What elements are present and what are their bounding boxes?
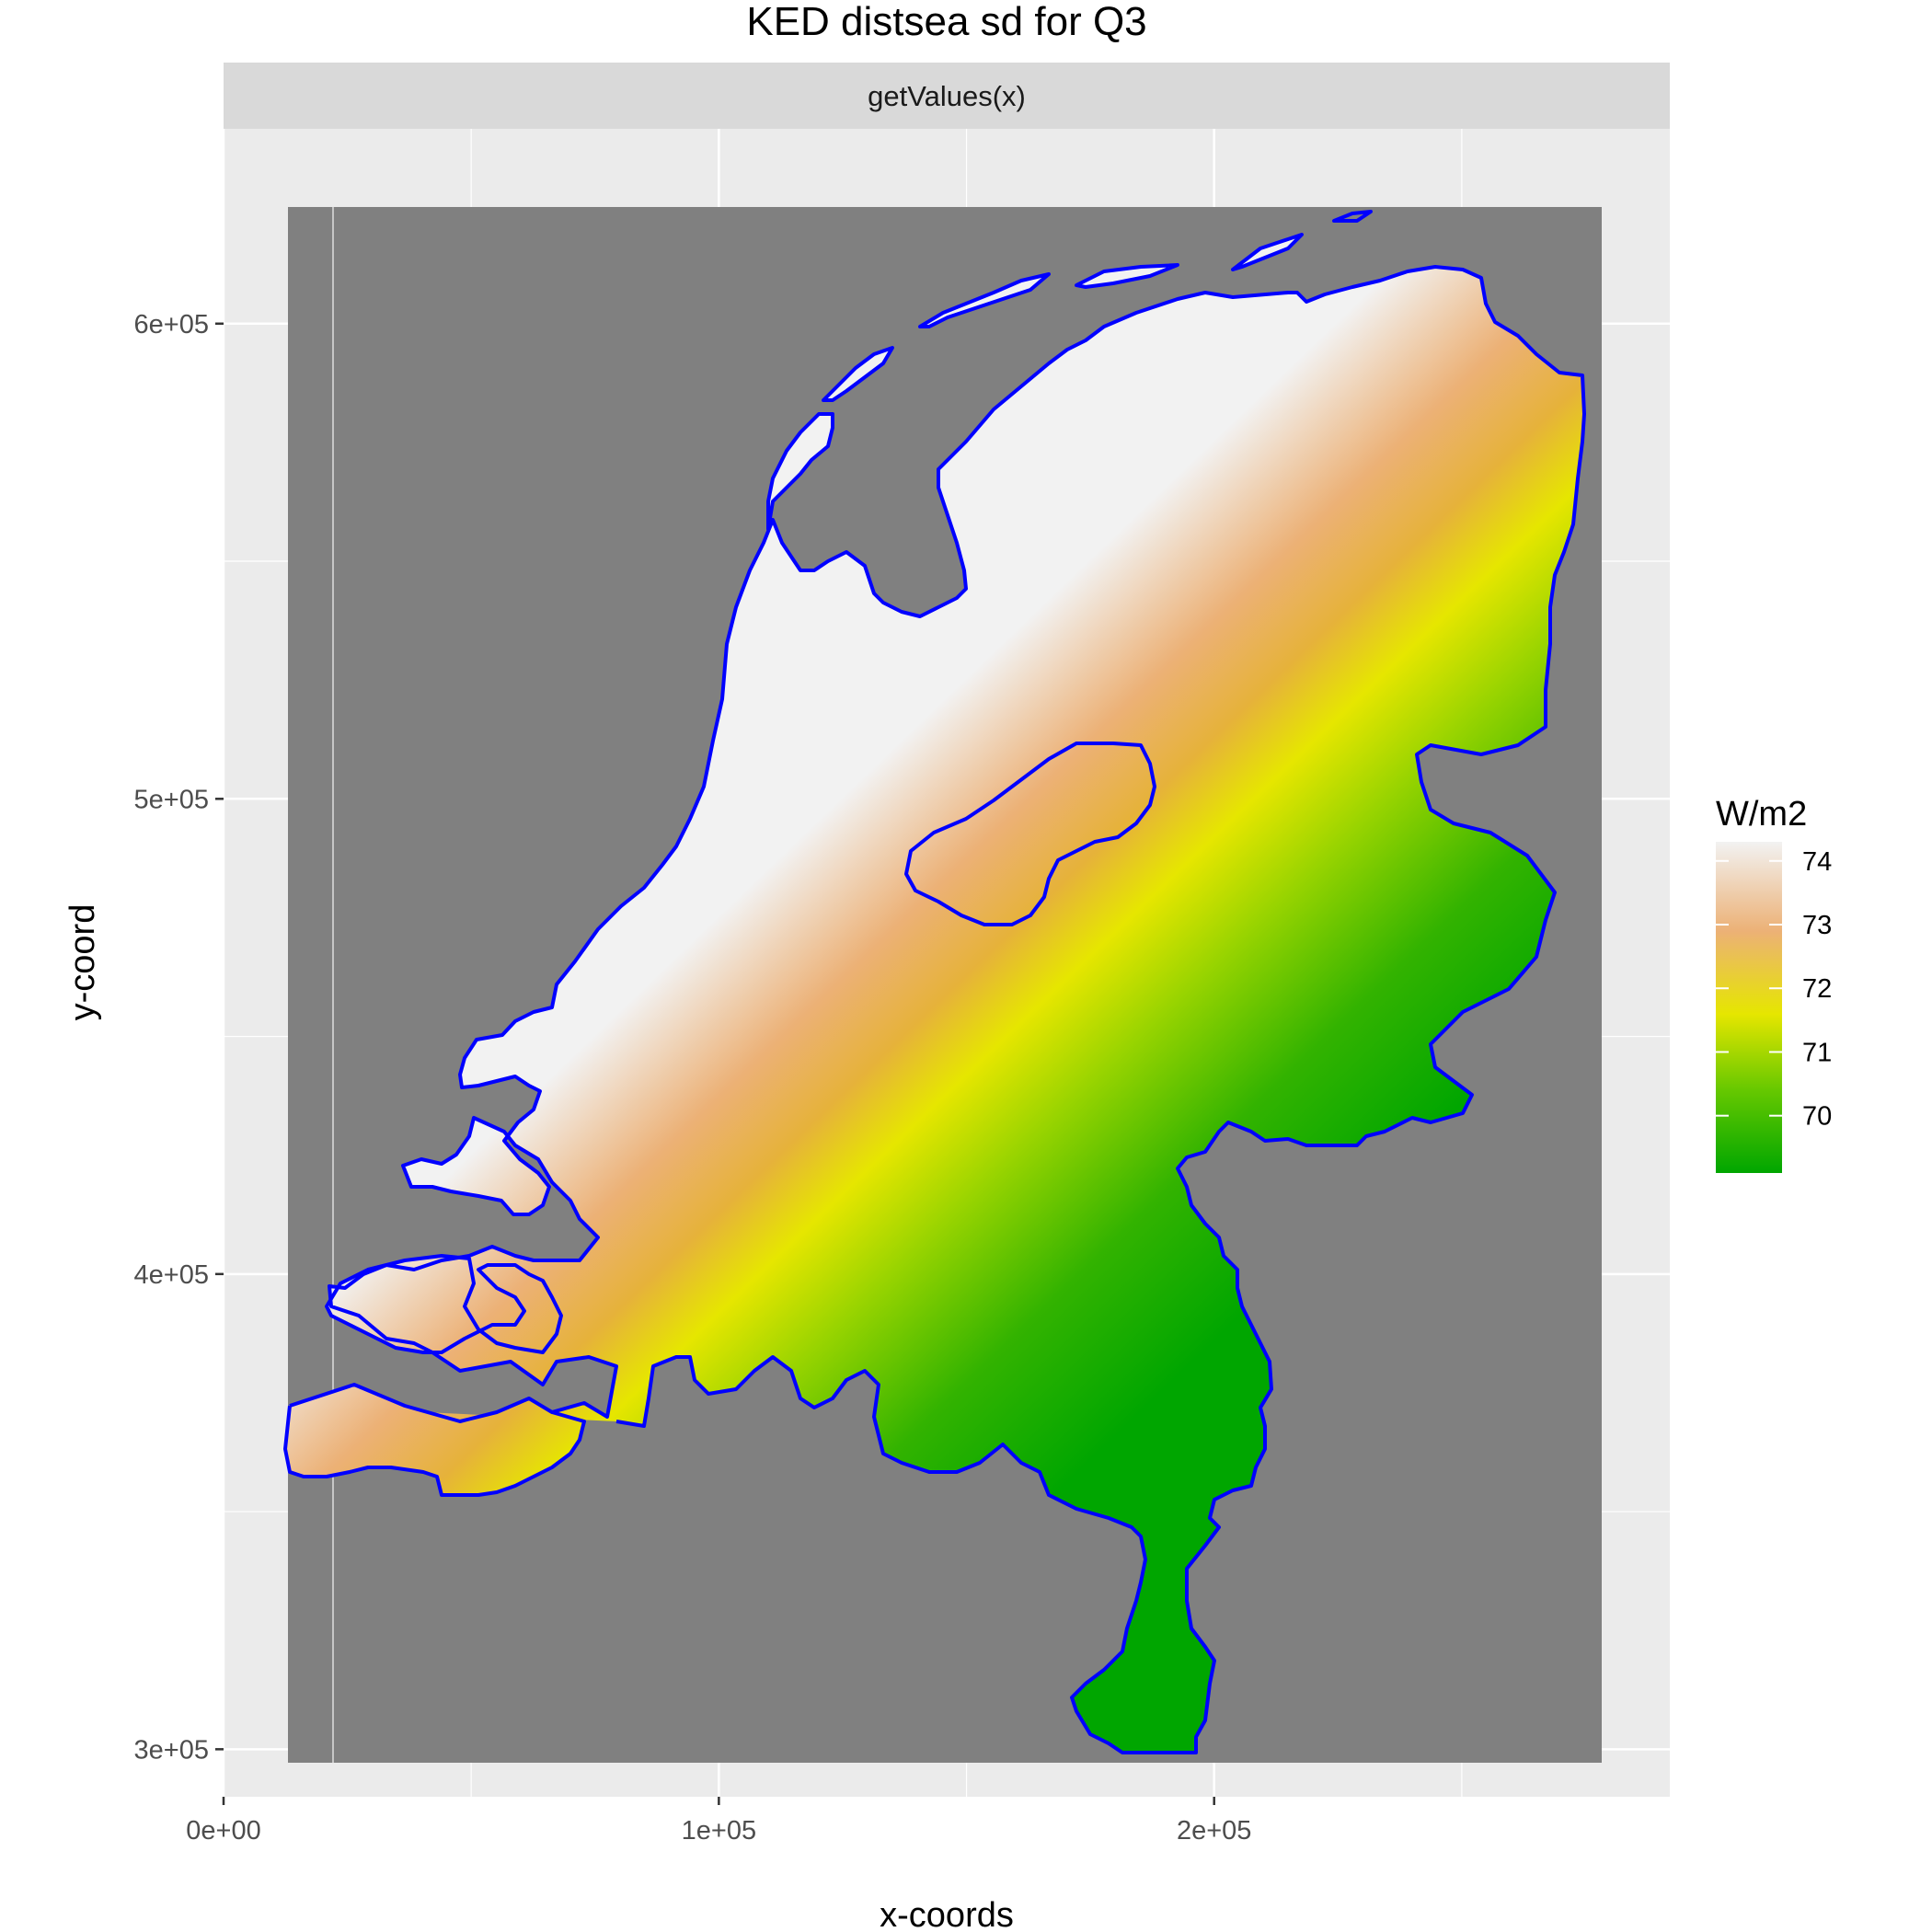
flevoland-outline [904,742,1156,926]
legend-tick-label: 73 [1802,911,1832,940]
x-axis-title: x-coords [880,1896,1014,1932]
schiermonnikoog-fill [1233,235,1302,270]
texel-outline [766,412,834,531]
facet-strip [224,63,1670,129]
legend-ticks: 74 73 72 71 70 [1716,847,1832,1132]
ameland-outline [1075,263,1179,289]
facet-strip-label: getValues(x) [868,80,1026,112]
boundary-outlines [283,210,1586,1754]
flevoland-fill [906,743,1155,925]
value-field [285,235,1584,1753]
vlieland-outline [822,346,894,402]
x-tick-label: 0e+00 [186,1816,260,1846]
northeast-islet-outline [1332,210,1373,223]
zeeland-islands-fill [327,1256,561,1352]
y-axis-title: y-coord [63,904,102,1021]
ameland-fill [1076,265,1178,287]
zeeland-south-fill [285,1385,584,1495]
y-tick-label: 6e+05 [134,310,209,339]
schiermonnikoog-outline [1231,233,1304,271]
mainland-outline [289,265,1586,1754]
legend-tick-label: 71 [1802,1038,1832,1067]
legend-tick-label: 72 [1802,974,1832,1004]
terschelling-fill [920,274,1049,327]
y-tick-label: 3e+05 [134,1735,209,1765]
y-tick-label: 5e+05 [134,785,209,814]
vlieland-fill [823,348,892,400]
zeeland-south-outline [283,1405,586,1497]
y-tick-label: 4e+05 [134,1260,209,1290]
zeeland-islands-outline [325,1254,563,1354]
legend-colorbar [1716,842,1782,1173]
chart-title: KED distsea sd for Q3 [746,0,1146,44]
x-tick-label: 1e+05 [682,1816,756,1846]
mainland-fill [290,267,1584,1753]
axes: 0e+00 1e+05 2e+05 3e+05 4e+05 5e+05 6e+05 [134,310,1252,1846]
legend-title: W/m2 [1716,795,1807,834]
legend-tick-label: 70 [1802,1102,1832,1132]
terschelling-outline [918,272,1051,328]
legend-tick-label: 74 [1802,847,1832,877]
x-tick-label: 2e+05 [1177,1816,1251,1846]
legend: W/m2 74 73 72 71 70 [1716,795,1832,1173]
